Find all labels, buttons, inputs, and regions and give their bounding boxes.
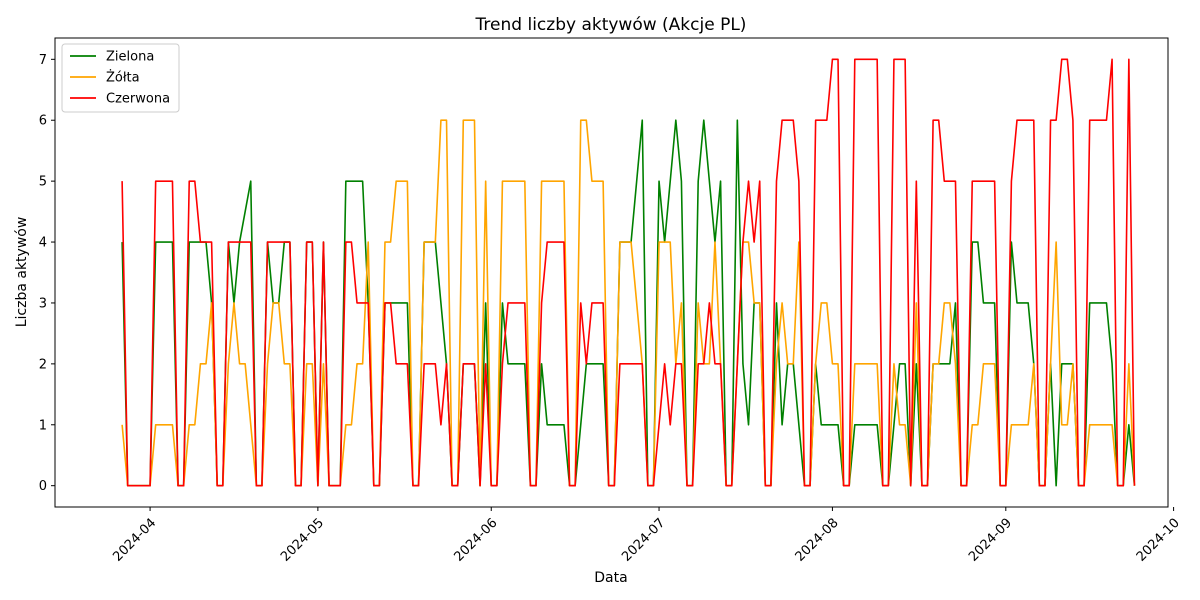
x-axis-title: Data bbox=[594, 570, 627, 586]
legend-label: Żółta bbox=[106, 70, 140, 86]
y-tick-label: 5 bbox=[39, 175, 47, 190]
y-tick-label: 4 bbox=[39, 236, 47, 251]
y-tick-label: 7 bbox=[39, 53, 47, 68]
y-axis: 0 1 2 3 4 5 6 7 bbox=[39, 53, 55, 494]
legend-box bbox=[61, 43, 180, 113]
chart-title: Trend liczby aktywów (Akcje PL) bbox=[475, 15, 747, 35]
plot-area bbox=[54, 37, 1169, 508]
legend: Zielona Żółta Czerwona bbox=[61, 43, 180, 113]
y-tick-label: 1 bbox=[39, 418, 47, 433]
legend-label: Zielona bbox=[106, 50, 154, 65]
series-line-czerwona bbox=[121, 58, 1136, 487]
y-axis-title: Liczba aktywów bbox=[14, 217, 30, 328]
y-tick-label: 3 bbox=[39, 296, 47, 311]
y-tick-label: 0 bbox=[39, 479, 47, 494]
legend-label: Czerwona bbox=[106, 92, 170, 107]
series-layer bbox=[121, 58, 1136, 487]
y-tick-label: 6 bbox=[39, 114, 47, 129]
y-tick-label: 2 bbox=[39, 357, 47, 372]
axes-frame bbox=[54, 37, 1169, 508]
